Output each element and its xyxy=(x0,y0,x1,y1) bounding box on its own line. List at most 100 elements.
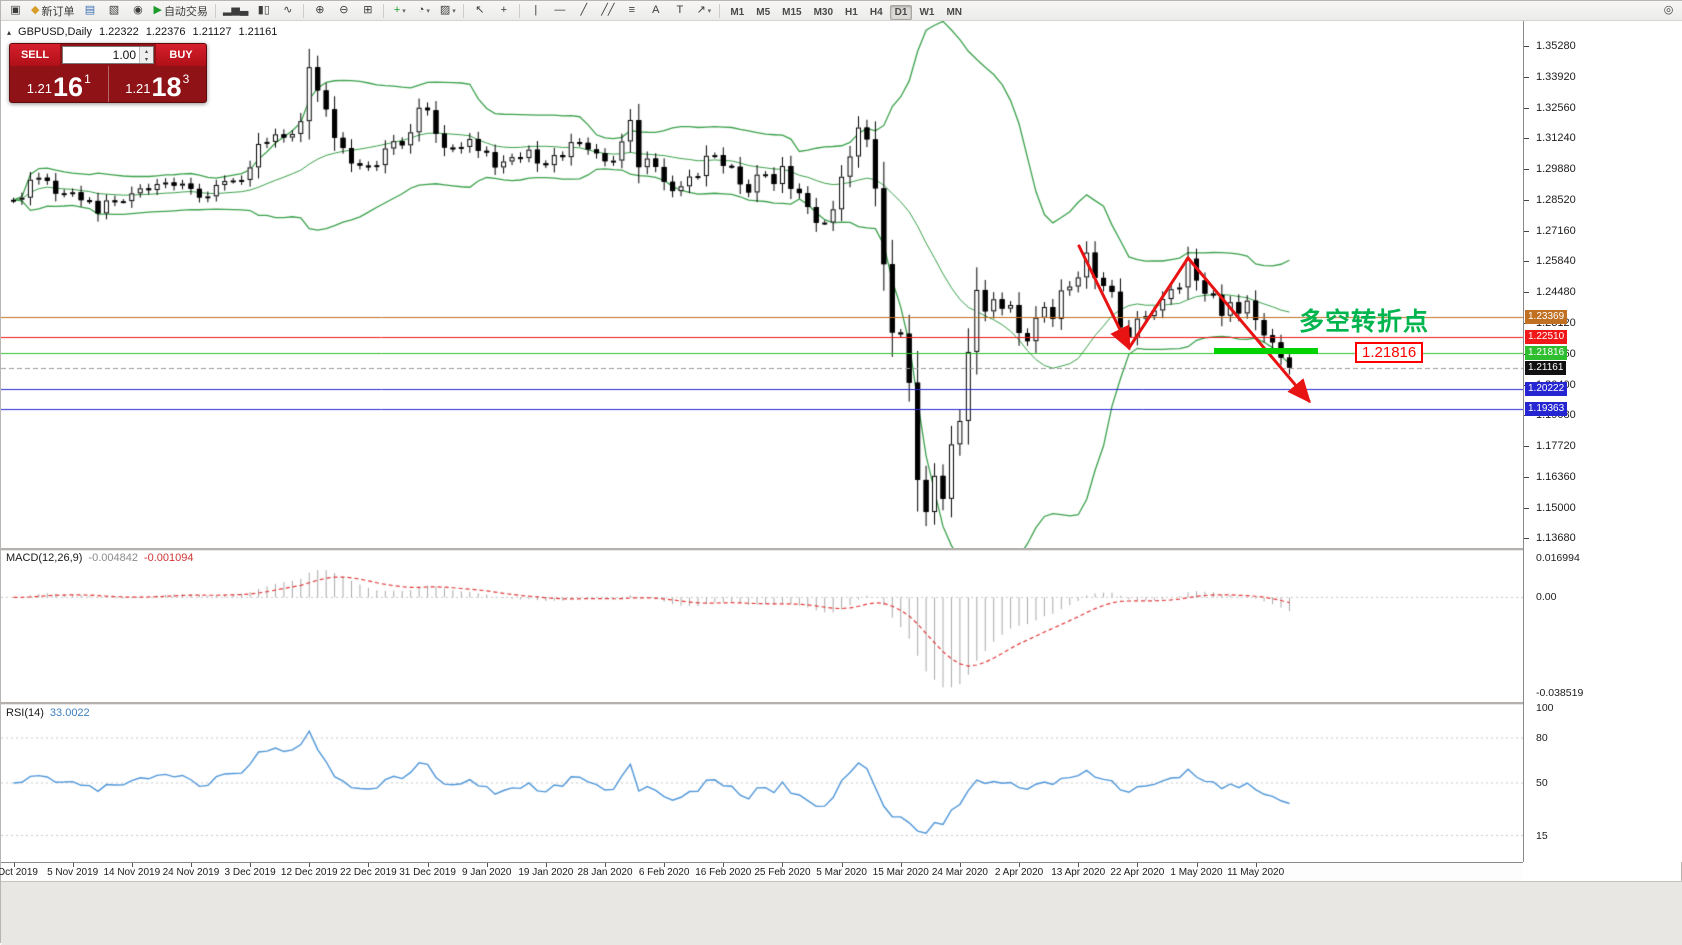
date-label: 24 Mar 2020 xyxy=(931,867,988,878)
text-tool-icon[interactable]: A xyxy=(652,4,660,16)
macd-indicator-canvas[interactable] xyxy=(1,550,1523,700)
toolbar-separator xyxy=(719,3,721,18)
new-order-button[interactable]: ◆ 新订单 xyxy=(28,1,77,20)
level-price-box[interactable]: 1.20222 xyxy=(1525,381,1568,396)
date-label: 6 Feb 2020 xyxy=(638,867,690,878)
price-tick-label: 1.35280 xyxy=(1536,40,1576,52)
timeframe-button-M30[interactable]: M30 xyxy=(813,6,834,18)
candlestick-chart-icon[interactable]: ▮▯ xyxy=(257,4,270,16)
charts-icon[interactable]: ▤ xyxy=(84,4,96,16)
open-value: 1.22322 xyxy=(98,26,139,38)
price-tick-label: 1.28520 xyxy=(1536,193,1576,206)
date-label: 15 Mar 2020 xyxy=(872,867,929,878)
price-axis[interactable]: 1.35280 1.33920 1.32560 1.31240 1.29880 1.285… xyxy=(1523,21,1682,862)
refresh-icon[interactable]: ◉ xyxy=(133,4,143,16)
tile-windows-icon[interactable]: ⊞ xyxy=(363,4,373,16)
level-price-box[interactable]: 1.22510 xyxy=(1525,329,1568,344)
date-tick-mark xyxy=(1196,863,1198,867)
indicators-button[interactable]: + ▾ xyxy=(388,1,411,20)
rsi-value: 33.0022 xyxy=(49,707,90,719)
timeframe-button-M15[interactable]: M15 xyxy=(782,6,802,18)
level-price-box[interactable]: 1.21816 xyxy=(1525,345,1568,360)
timeframe-button-W1[interactable]: W1 xyxy=(919,6,935,18)
price-tick-mark xyxy=(1524,199,1529,201)
timeframe-button-M1[interactable]: M1 xyxy=(730,6,745,18)
date-label: 19 Jan 2020 xyxy=(518,867,574,878)
date-tick-mark xyxy=(605,863,606,867)
timeframe-button-MN[interactable]: MN xyxy=(946,6,962,18)
price-chart-canvas[interactable] xyxy=(1,21,1523,548)
rsi-name: RSI(14) xyxy=(6,707,44,719)
toolbar-separator xyxy=(383,3,385,18)
price-tick-label: 1.27160 xyxy=(1536,224,1576,237)
support-price-callout[interactable]: 1.21816 xyxy=(1355,342,1424,363)
horizontal-line-icon[interactable]: — xyxy=(554,4,566,16)
rsi-indicator-canvas[interactable] xyxy=(1,704,1523,862)
panel-separator[interactable] xyxy=(1,548,1682,551)
date-label: 12 Dec 2019 xyxy=(280,867,338,878)
date-label: 25 Feb 2020 xyxy=(754,867,811,878)
zoom-in-icon[interactable]: ⊕ xyxy=(315,4,325,16)
sell-button[interactable]: SELL xyxy=(10,44,60,66)
date-tick-mark xyxy=(309,863,311,867)
buy-button[interactable]: BUY xyxy=(156,44,206,66)
profiles-icon[interactable]: ▧ xyxy=(108,4,120,16)
level-price-box[interactable]: 1.23369 xyxy=(1525,310,1568,325)
arrows-tool-icon: ↗ xyxy=(696,4,706,16)
macd-axis-min-label: -0.038519 xyxy=(1536,687,1584,699)
search-icon[interactable]: ◎ xyxy=(1663,4,1674,16)
price-tick-mark xyxy=(1524,138,1529,140)
volume-up-button[interactable]: ▴ xyxy=(140,47,153,55)
macd-axis-max-label: 0.016994 xyxy=(1536,552,1580,564)
channel-icon[interactable]: ╱╱ xyxy=(601,4,615,16)
label-tool-icon[interactable]: T xyxy=(676,4,684,16)
timeframe-button-H4[interactable]: H4 xyxy=(869,6,883,18)
arrows-tool-button[interactable]: ↗ ▾ xyxy=(692,1,715,20)
timeframe-button-D1[interactable]: D1 xyxy=(889,4,913,20)
crosshair-icon[interactable]: + xyxy=(500,4,508,16)
date-label: 11 May 2020 xyxy=(1227,867,1285,878)
volume-value: 1.00 xyxy=(112,48,136,62)
buy-price[interactable]: 1.21 18 3 xyxy=(125,72,190,103)
close-value: 1.21161 xyxy=(238,26,278,38)
price-tick-mark xyxy=(1524,169,1529,170)
volume-input[interactable]: 1.00 ▴ ▾ xyxy=(62,46,154,64)
support-highlight-bar[interactable] xyxy=(1214,348,1318,354)
zoom-out-icon[interactable]: ⊖ xyxy=(339,4,349,16)
volume-down-button[interactable]: ▾ xyxy=(140,55,153,63)
price-tick-label: 1.16360 xyxy=(1536,470,1576,483)
price-tick-mark xyxy=(1524,445,1529,447)
turning-point-annotation[interactable]: 多空转折点 xyxy=(1299,308,1430,336)
price-tick-label: 1.25840 xyxy=(1536,255,1576,268)
new-order-label: 新订单 xyxy=(41,5,75,18)
macd-name: MACD(12,26,9) xyxy=(6,552,83,564)
price-tick-mark xyxy=(1524,538,1529,539)
bar-chart-icon[interactable]: ▂▅▃ xyxy=(222,4,249,16)
date-label: 7 Oct 2019 xyxy=(0,867,38,878)
fibonacci-icon[interactable]: ≡ xyxy=(628,4,636,16)
periods-button[interactable]: ◔ ▾ xyxy=(412,1,435,20)
rsi-axis-label: 80 xyxy=(1536,732,1548,744)
price-tick-mark xyxy=(1524,507,1529,509)
cursor-icon[interactable]: ↖ xyxy=(475,4,485,16)
date-tick-mark xyxy=(959,863,961,867)
price-tick-label: 1.33920 xyxy=(1536,70,1576,83)
trendline-icon[interactable]: ╱ xyxy=(580,4,588,16)
panel-separator[interactable] xyxy=(1,702,1682,705)
toolbar-separator xyxy=(214,3,216,18)
level-price-box[interactable]: 1.19363 xyxy=(1525,401,1568,416)
timeframe-button-H1[interactable]: H1 xyxy=(845,6,858,18)
terminal-icon[interactable]: ▣ xyxy=(10,4,21,16)
templates-button[interactable]: ▨ ▾ xyxy=(436,1,459,20)
price-tick-mark xyxy=(1524,292,1529,293)
date-tick-mark xyxy=(1255,863,1257,867)
autotrading-button[interactable]: ▶ 自动交易 xyxy=(150,1,210,20)
timeframe-button-M5[interactable]: M5 xyxy=(756,6,771,18)
line-chart-icon[interactable]: ∿ xyxy=(283,4,293,16)
sell-price[interactable]: 1.21 16 1 xyxy=(10,66,109,102)
level-price-box[interactable]: 1.21161 xyxy=(1525,360,1567,375)
date-tick-mark xyxy=(131,863,133,867)
vertical-line-icon[interactable]: | xyxy=(534,4,538,16)
autotrading-label: 自动交易 xyxy=(163,5,208,18)
